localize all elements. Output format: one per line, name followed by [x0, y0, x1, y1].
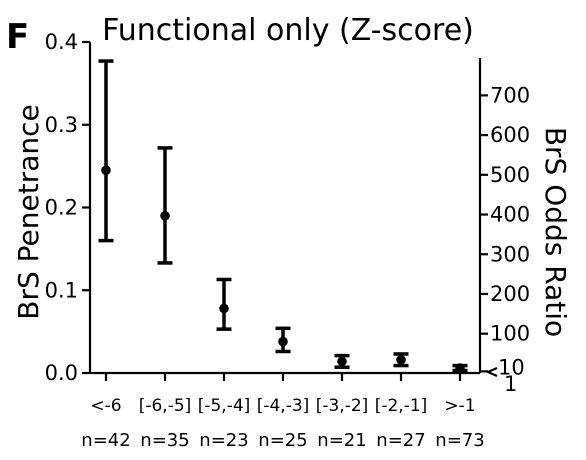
y2-low-marker — [485, 366, 498, 378]
axes — [82, 40, 498, 381]
x-tick-label: <-6 — [90, 396, 121, 416]
y2-tick-label: 500 — [490, 163, 530, 187]
data-point — [337, 356, 347, 367]
sample-size-label: n=23 — [199, 430, 248, 451]
y2-tick-label: 700 — [490, 83, 530, 107]
sample-size-label: n=73 — [435, 430, 484, 451]
y2-tick-label: 10 — [498, 355, 525, 379]
sample-size-label: n=27 — [376, 430, 425, 451]
y2-tick-label: 200 — [490, 282, 530, 306]
y2-tick-label: 300 — [490, 242, 530, 266]
sample-size-label: n=35 — [140, 430, 189, 451]
y2-axis-title: BrS Odds Ratio — [539, 127, 572, 337]
y-tick-label: 0.2 — [45, 196, 78, 220]
y-tick-label: 0.3 — [45, 113, 78, 137]
y2-tick-label: 1 — [504, 372, 517, 396]
data-point — [219, 303, 229, 314]
panel-label: F — [6, 17, 29, 57]
y-tick-label: 0.0 — [45, 361, 78, 385]
y2-tick-label: 400 — [490, 203, 530, 227]
sample-size-label: n=42 — [81, 430, 130, 451]
y-axis-title: BrS Penetrance — [12, 104, 45, 320]
data-point — [455, 363, 465, 373]
data-point — [396, 354, 406, 365]
x-tick-label: [-6,-5] — [139, 396, 192, 416]
x-tick-label: [-5,-4] — [198, 396, 251, 416]
x-tick-label: >-1 — [444, 396, 475, 416]
x-tick-label: [-3,-2] — [316, 396, 369, 416]
x-tick-label: [-4,-3] — [257, 396, 310, 416]
y-tick-label: 0.4 — [45, 30, 78, 54]
tick-labels: 0.0 0.1 0.2 0.3 0.4 110 100 200 300 400 500 600 700 <… — [45, 30, 531, 451]
y-tick-label: 0.1 — [45, 278, 78, 302]
sample-size-label: n=21 — [317, 430, 366, 451]
x-tick-label: [-2,-1] — [375, 396, 428, 416]
data-point — [101, 165, 111, 176]
sample-size-label: n=25 — [258, 430, 307, 451]
data-point — [278, 336, 288, 347]
y2-tick-label: 600 — [490, 123, 530, 147]
data-point — [160, 210, 170, 221]
data-marks — [98, 59, 468, 373]
y2-tick-label: 100 — [490, 322, 530, 346]
chart-title: Functional only (Z-score) — [102, 13, 474, 48]
